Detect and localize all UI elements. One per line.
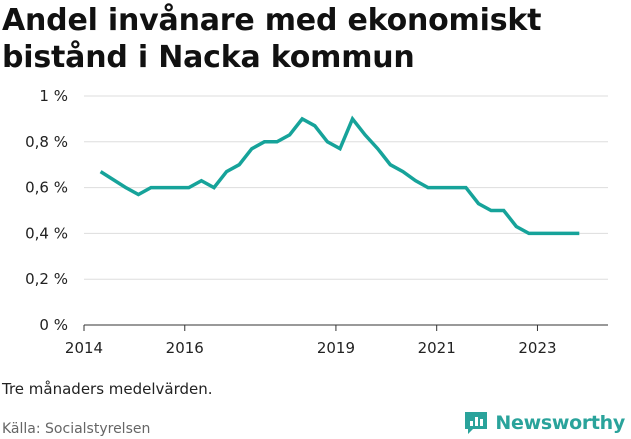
y-tick-label: 0,4 % <box>25 224 68 242</box>
chart-note: Tre månaders medelvärden. <box>2 380 213 398</box>
chart-title: Andel invånare med ekonomiskt bistånd i … <box>2 3 542 75</box>
x-tick-label: 2019 <box>317 339 355 357</box>
x-axis: 2014 2016 2019 2021 2023 <box>65 324 608 357</box>
y-tick-label: 0 % <box>39 316 68 334</box>
line-chart: 0 %0,2 %0,4 %0,6 %0,8 %1 % 2014 2016 2019 2… <box>25 87 608 357</box>
x-tick-label: 2014 <box>65 339 103 357</box>
newsworthy-logo-icon <box>465 412 488 434</box>
x-tick-label: 2016 <box>166 339 204 357</box>
series-lines <box>99 115 580 236</box>
y-tick-label: 0,2 % <box>25 270 68 288</box>
brand-logo: Newsworthy <box>463 410 625 436</box>
series-line <box>99 115 580 236</box>
brand-name: Newsworthy <box>495 412 625 434</box>
source-label: Källa: Socialstyrelsen <box>2 421 151 437</box>
y-axis-tick-labels: 0 % 0,2 % 0,4 % 0,6 % 0,8 % 1 % <box>25 87 68 334</box>
y-tick-label: 0,6 % <box>25 179 68 197</box>
y-tick-label: 1 % <box>39 87 68 105</box>
gridlines <box>84 95 608 280</box>
y-tick-label: 0,8 % <box>25 133 68 151</box>
x-tick-label: 2023 <box>518 339 556 357</box>
x-tick-label: 2021 <box>418 339 456 357</box>
